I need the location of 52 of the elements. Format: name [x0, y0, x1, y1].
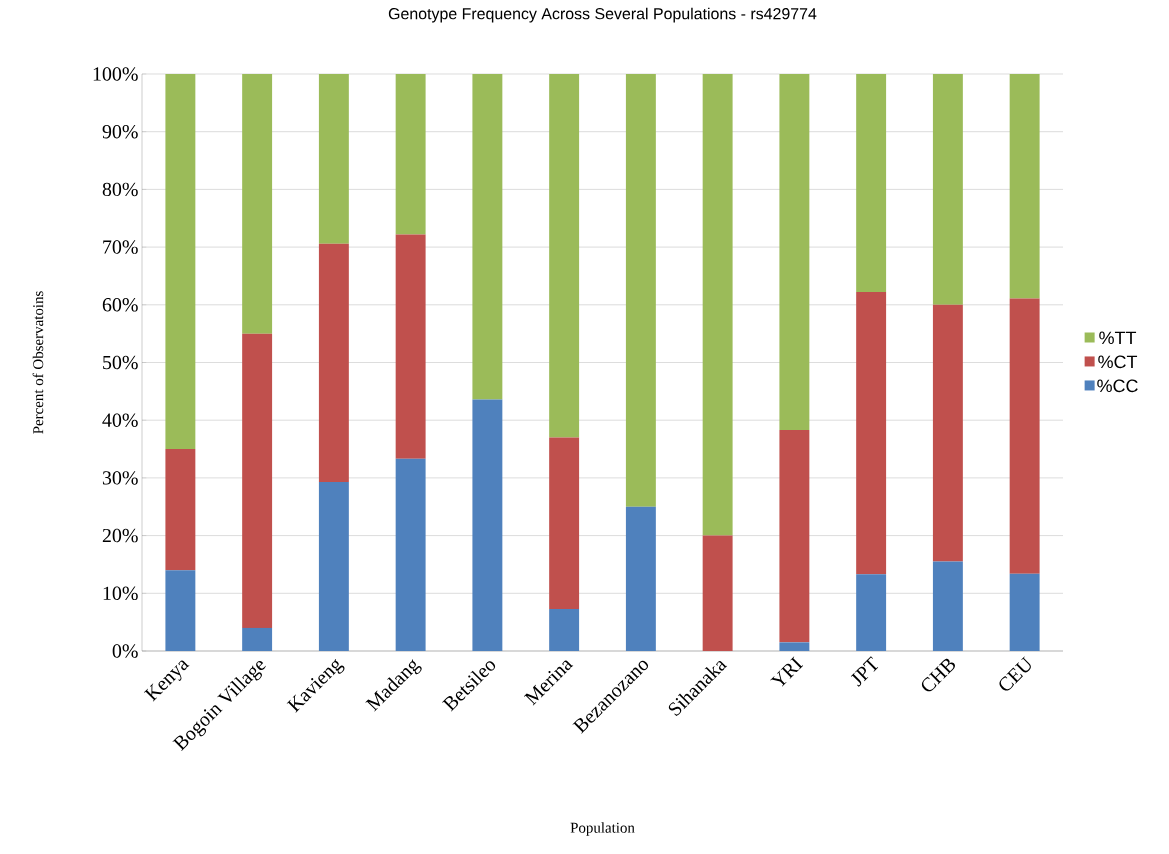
bar — [549, 608, 580, 651]
y-axis-title: Percent of Observatoins — [32, 291, 44, 434]
bar — [242, 73, 273, 334]
y-tick-label: 10% — [103, 586, 138, 601]
bar — [625, 73, 656, 507]
bar — [165, 73, 196, 450]
y-tick-label: 70% — [103, 240, 138, 254]
bar — [779, 642, 810, 651]
bar — [165, 570, 196, 651]
bar — [318, 73, 349, 244]
bar — [702, 535, 733, 651]
chart-title: Genotype Frequency Across Several Populations - rs429774 — [388, 7, 817, 23]
bar — [856, 292, 887, 575]
y-tick-label: 60% — [102, 298, 138, 312]
bar — [932, 304, 963, 562]
y-tick-label: 50% — [103, 355, 138, 370]
x-tick-label: YRI — [770, 656, 804, 687]
bar — [472, 73, 503, 400]
bar — [932, 561, 963, 651]
bar — [395, 234, 426, 459]
bar — [318, 243, 349, 482]
bar — [318, 481, 349, 651]
bar — [549, 73, 580, 438]
y-tick-label: 80% — [102, 182, 138, 197]
bar — [242, 333, 273, 628]
bar — [779, 73, 810, 430]
y-tick-label: 0% — [112, 644, 138, 658]
bar — [932, 73, 963, 305]
bar — [625, 506, 656, 651]
bar — [242, 627, 273, 651]
bar — [856, 73, 887, 293]
bar — [472, 399, 503, 651]
bar — [1009, 73, 1040, 299]
legend-label: %TT — [1099, 331, 1137, 345]
y-tick-label: 30% — [102, 471, 138, 485]
y-tick-label: 40% — [102, 413, 138, 427]
y-tick-label: 90% — [102, 124, 138, 139]
bar — [702, 73, 733, 536]
legend-label: %CC — [1097, 379, 1138, 393]
bar — [1009, 573, 1040, 651]
y-tick-label: 20% — [102, 528, 138, 543]
bar — [779, 430, 810, 643]
legend-label: %CT — [1098, 355, 1138, 369]
y-tick-label: 100% — [93, 67, 138, 81]
bar — [549, 437, 580, 609]
bar — [856, 574, 887, 651]
bar — [1009, 298, 1040, 574]
x-axis-title: Population — [570, 822, 635, 836]
x-tick-label: JPT — [850, 656, 879, 687]
bar — [395, 458, 426, 651]
bar — [395, 73, 426, 235]
bar — [165, 449, 196, 571]
